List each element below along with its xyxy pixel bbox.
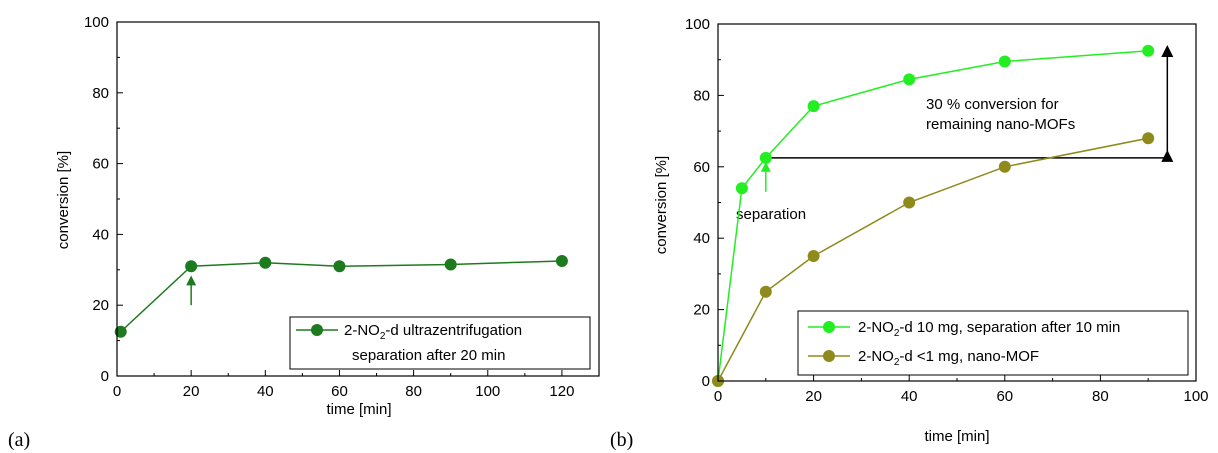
x-axis-title-a: time [min]: [326, 401, 391, 418]
y-tick-label-a-1: 20: [92, 297, 109, 314]
legend-marker-b-0: [823, 321, 835, 333]
legend-box-b: [797, 310, 1189, 376]
plot-data-b: [712, 44, 1155, 387]
data-point-b-0-1: [735, 182, 748, 195]
series-line-a-0: [120, 260, 562, 333]
axis-ticks-a: 0 20 40 60 80 100 120 0 20 40 60 80 100: [84, 14, 574, 400]
y-tick-label-a-3: 60: [92, 156, 109, 173]
x-tick-label-a-1: 20: [183, 383, 200, 400]
data-point-b-0-5: [998, 55, 1011, 68]
x-tick-label-a-5: 100: [475, 383, 500, 400]
series-line-b-1: [717, 137, 1149, 382]
plot-frame-b: [717, 23, 1197, 382]
legend-a: 2-NO2-d ultrazentrifugation separation a…: [289, 316, 591, 370]
x-tick-label-b-1: 20: [805, 388, 822, 405]
data-point-b-0-4: [903, 73, 916, 86]
x-tick-label-b-4: 80: [1092, 388, 1109, 405]
x-tick-label-a-4: 80: [405, 383, 422, 400]
x-axis-title-b: time [min]: [924, 428, 989, 445]
annotations-b: separation 30 % conversion for remaining n…: [736, 44, 1174, 223]
chart-panel-a: (a) time [min] conversion [%] 0 20 40 60 80 1…: [8, 14, 600, 451]
legend-marker-a-0: [311, 324, 323, 336]
data-point-b-1-3: [903, 196, 916, 209]
data-point-b-1-4: [998, 160, 1011, 173]
data-point-b-1-1: [759, 285, 772, 298]
annotation-text-b-4: 30 % conversion for: [926, 96, 1059, 113]
x-tick-label-a-0: 0: [113, 383, 121, 400]
x-tick-label-a-2: 40: [257, 383, 274, 400]
legend-box-a: [289, 316, 591, 370]
chart-panel-b: (b) time [min] conversion [%] 0 20 40 60 80 1…: [610, 16, 1209, 451]
legend-label-b-1: 2-NO2-d <1 mg, nano-MOF: [858, 348, 1039, 368]
data-point-b-1-2: [807, 250, 820, 263]
panel-label-b: (b): [610, 429, 633, 451]
x-tick-label-b-0: 0: [714, 388, 722, 405]
data-point-b-1-5: [1142, 132, 1155, 145]
legend-label-b-0: 2-NO2-d 10 mg, separation after 10 min: [858, 319, 1120, 339]
y-tick-label-a-4: 80: [92, 85, 109, 102]
legend-marker-b-1: [823, 350, 835, 362]
data-point-a-0-0: [114, 325, 127, 338]
y-axis-title-b: conversion [%]: [653, 156, 670, 254]
data-point-a-0-4: [444, 258, 457, 271]
x-tick-label-b-5: 100: [1183, 388, 1208, 405]
data-point-a-0-2: [259, 256, 272, 269]
plot-data-a: [114, 254, 568, 338]
data-point-a-0-3: [333, 260, 346, 273]
data-point-b-0-3: [807, 100, 820, 113]
data-point-b-0-6: [1142, 44, 1155, 57]
y-tick-label-b-3: 60: [693, 159, 710, 176]
legend-b: 2-NO2-d 10 mg, separation after 10 min 2…: [797, 310, 1189, 376]
panel-label-a: (a): [8, 429, 30, 451]
legend-label-a-0-line2: separation after 20 min: [352, 347, 505, 364]
data-point-b-0-2: [759, 151, 772, 164]
y-tick-label-a-2: 40: [92, 226, 109, 243]
plot-frame-a: [116, 21, 600, 377]
y-tick-label-b-1: 20: [693, 302, 710, 319]
y-axis-title-a: conversion [%]: [55, 151, 72, 249]
x-tick-label-b-3: 60: [996, 388, 1013, 405]
y-tick-label-b-5: 100: [685, 16, 710, 33]
x-tick-label-a-6: 120: [549, 383, 574, 400]
x-tick-label-a-3: 60: [331, 383, 348, 400]
y-tick-label-a-5: 100: [84, 14, 109, 31]
y-tick-label-b-4: 80: [693, 87, 710, 104]
x-tick-label-b-2: 40: [901, 388, 918, 405]
annotation-text-b-5: remaining nano-MOFs: [926, 116, 1075, 133]
y-tick-label-b-2: 40: [693, 230, 710, 247]
data-point-a-0-5: [555, 254, 568, 267]
y-tick-label-a-0: 0: [101, 368, 109, 385]
axis-ticks-b: 0 20 40 60 80 100 0 20 40 60 80 100: [685, 16, 1209, 405]
y-tick-label-b-0: 0: [702, 373, 710, 390]
annotation-text-b-0: separation: [736, 206, 806, 223]
data-point-a-0-1: [185, 260, 198, 273]
legend-label-a-0: 2-NO2-d ultrazentrifugation: [344, 322, 522, 342]
